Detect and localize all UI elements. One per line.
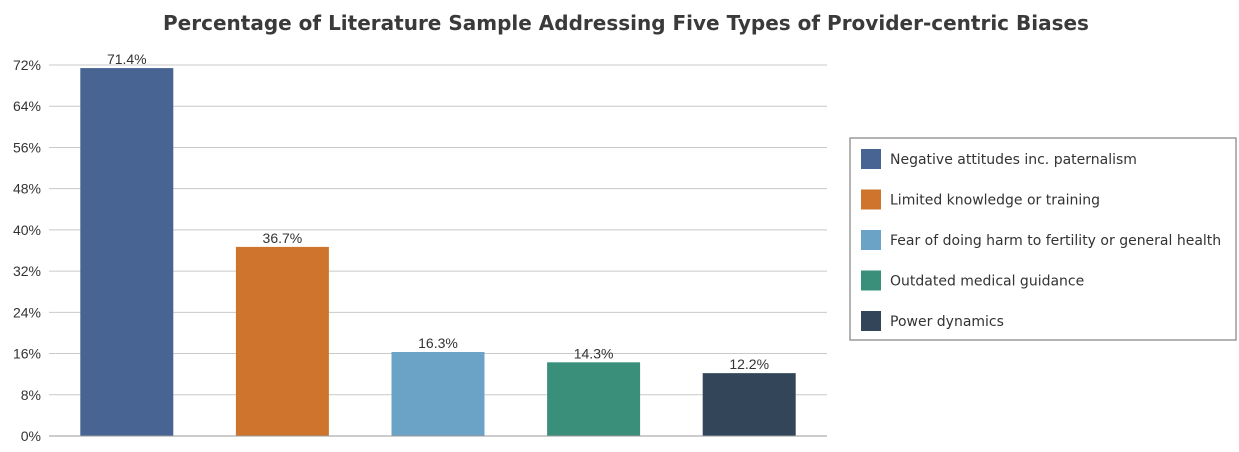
legend-swatch [861,230,881,250]
bars [80,68,796,436]
legend-box [849,137,1237,341]
legend-label: Negative attitudes inc. paternalism [890,152,1137,168]
legend-swatch [861,311,881,331]
y-tick-label: 64% [13,98,41,114]
y-tick-label: 0% [21,428,41,444]
bar [80,68,174,436]
legend: Negative attitudes inc. paternalism Limit… [849,137,1237,341]
bar-data-label: 12.2% [729,356,769,372]
gridlines [49,64,827,396]
y-axis-tick-labels: 0% 8% 16% 24% 32% 40% 48% 56% 64% 72% [13,57,41,444]
bar-data-label: 16.3% [418,335,458,351]
legend-swatch [861,149,881,169]
bar [391,352,485,436]
y-tick-label: 40% [13,222,41,238]
y-tick-label: 48% [13,181,41,197]
legend-label: Outdated medical guidance [890,274,1084,290]
y-tick-label: 16% [13,346,41,362]
bar-data-label: 71.4% [107,51,147,67]
bar [702,373,796,436]
bar-data-label: 36.7% [263,230,303,246]
legend-swatch [861,189,881,210]
legend-swatch [861,270,881,291]
bar [547,362,641,436]
y-tick-label: 72% [13,57,41,73]
y-tick-label: 56% [13,139,41,155]
data-labels: 71.4% 36.7% 16.3% 14.3% 12.2% [107,51,769,372]
legend-label: Fear of doing harm to fertility or gener… [890,233,1221,249]
legend-items: Negative attitudes inc. paternalism Limit… [861,149,1221,331]
legend-label: Power dynamics [890,314,1004,330]
bar [235,246,329,436]
bar-data-label: 14.3% [574,345,614,361]
y-tick-label: 24% [13,304,41,320]
y-tick-label: 8% [21,387,41,403]
y-tick-label: 32% [13,263,41,279]
chart-title: Percentage of Literature Sample Addressi… [163,11,1089,35]
legend-label: Limited knowledge or training [890,193,1100,209]
